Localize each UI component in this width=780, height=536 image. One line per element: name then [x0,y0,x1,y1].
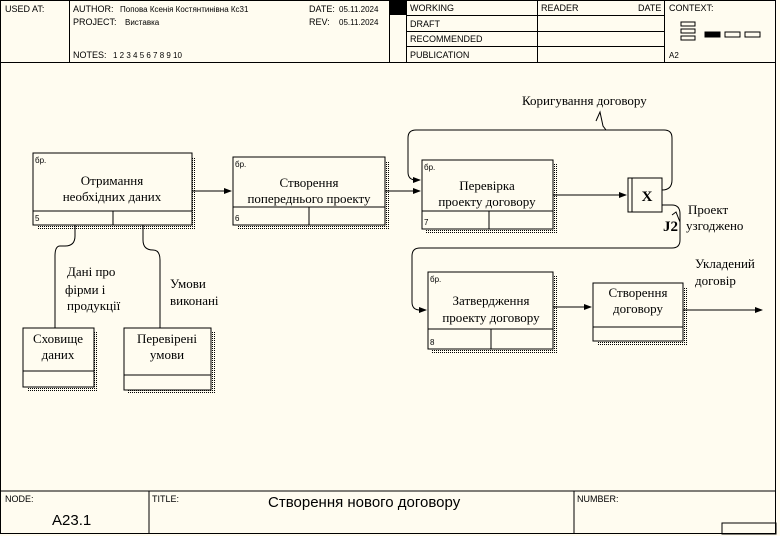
box-tag: бр. [235,160,246,169]
project-label: PROJECT: [73,17,117,27]
box-label: Створення [609,285,668,300]
store-label: даних [42,347,75,362]
header-row-rule [406,46,664,47]
conditions-label: Умови [170,276,206,291]
agreed-label: узгоджено [686,218,743,233]
approval-squiggle [671,211,681,223]
date-value: 05.11.2024 [339,5,379,14]
status-publication: PUBLICATION [410,50,470,60]
activity-box-6[interactable]: бр. Створення попереднього проекту 6 [232,156,389,229]
box-number: 7 [424,218,429,227]
number-label: NUMBER: [577,494,619,504]
rev-value: 05.11.2024 [339,18,379,27]
diagram-title: Створення нового договору [268,494,461,511]
header-bottom-rule [0,62,776,63]
node-label: NODE: [5,494,34,504]
junction-j2[interactable]: X [627,177,663,213]
header-divider [389,0,390,62]
box-label: Перевірка [459,178,515,193]
box-label: попереднього проекту [247,191,371,206]
context-label: CONTEXT: [669,3,714,13]
box-label: Створення [280,175,339,190]
data-label: Дані про [67,264,115,279]
box-number: 8 [430,338,435,347]
junction-symbol: X [642,189,653,205]
author-label: AUTHOR: [73,4,114,14]
working-marker [390,0,406,15]
rev-label: REV: [309,17,330,27]
project-value: Виставка [125,18,160,27]
box-label: проекту договору [442,310,540,325]
box-label: Отримання [81,173,144,188]
store-label: Перевірені [137,331,197,346]
box-label: Затвердження [453,293,530,308]
box-number: 6 [235,214,240,223]
context-node: A2 [669,51,679,60]
store-2-link[interactable] [142,225,161,328]
store-label: умови [150,347,184,362]
activity-box-8[interactable]: бр. Затвердження проекту договору 8 [427,271,557,353]
box-tag: бр. [430,275,441,284]
data-store-2[interactable]: Перевірені умови [123,327,215,394]
used-at-label: USED AT: [5,4,45,14]
feedback-arrow[interactable] [407,129,673,191]
agreed-label: Проект [688,202,728,217]
activity-box-7[interactable]: бр. Перевірка проекту договору 7 [421,159,557,233]
feedback-squiggle [595,110,607,131]
status-draft: DRAFT [410,19,440,29]
title-label: TITLE: [152,494,180,504]
data-label: фірми і [65,282,106,297]
feedback-label: Коригування договору [522,93,647,108]
node-value: A23.1 [52,512,92,529]
conditions-label: виконані [170,293,219,308]
store-1-link[interactable] [54,225,76,328]
context-thumbnail [680,21,761,41]
notes-label: NOTES: [73,50,107,60]
status-working: WORKING [410,3,454,13]
data-store-1[interactable]: Сховище даних [22,327,98,391]
box-label: необхідних даних [63,189,162,204]
reader-label: READER [541,3,579,13]
header-divider [664,0,665,62]
junction-label: J2 [663,219,678,235]
box-number: 5 [35,214,40,223]
data-label: продукції [67,298,121,313]
header-row-rule [406,15,664,16]
box-label: проекту договору [438,194,536,209]
result-label: договір [695,273,736,288]
footer-corner-box [721,522,777,535]
header-row-rule [406,31,664,32]
activity-box-5[interactable]: бр. Отримання необхідних даних 5 [32,152,196,229]
result-label: Укладений [695,256,755,271]
box-label: договору [613,301,664,316]
store-label: Сховище [33,331,83,346]
status-recommended: RECOMMENDED [410,34,483,44]
box-tag: бр. [35,156,46,165]
date-label: DATE: [309,4,335,14]
author-value: Попова Ксенія Костянтинівна Кс31 [120,5,249,14]
notes-value: 1 2 3 4 5 6 7 8 9 10 [113,51,182,60]
activity-box-9[interactable]: Створення договору [592,282,687,345]
box-tag: бр. [424,163,435,172]
approval-arrow[interactable] [411,204,681,313]
header-divider [69,0,70,62]
reader-date-label: DATE [638,3,662,13]
